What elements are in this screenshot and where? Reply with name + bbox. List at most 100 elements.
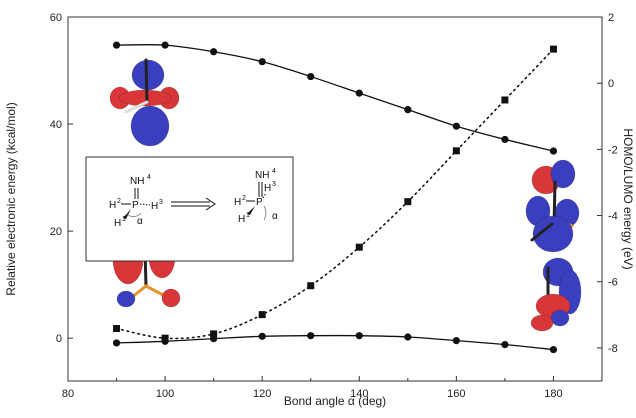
left-h1-superscript: 1 [122, 216, 126, 223]
orbital-upper-left [109, 58, 180, 147]
orbital-images [109, 58, 582, 332]
right-nh-superscript: 4 [272, 168, 276, 175]
data-point-circle [307, 332, 315, 340]
data-point-circle [452, 122, 460, 130]
data-point-circle [210, 48, 218, 56]
right-p-label: P [256, 197, 263, 208]
orbital-lobe-blue [130, 105, 170, 147]
data-point-circle [501, 135, 509, 144]
left-nh-superscript: 4 [147, 174, 151, 181]
data-point-circle [549, 147, 558, 155]
orbital-lobe-blue [550, 309, 570, 327]
left-h2-label: H [109, 200, 116, 211]
data-point-circle [404, 106, 412, 114]
y-tick-label: 40 [50, 119, 62, 131]
orbital-upper-right [525, 159, 580, 253]
data-point-circle [112, 339, 121, 347]
series-2 [112, 332, 558, 354]
left-h1-label: H [114, 218, 121, 229]
right-h1-label: H [238, 214, 245, 225]
left-h2-superscript: 2 [117, 198, 121, 205]
x-tick-label: 160 [447, 388, 465, 400]
data-point-circle [307, 72, 315, 81]
data-point-circle [355, 89, 363, 97]
orbital-lobe-red [530, 314, 554, 332]
orbital-lobe-blue [550, 159, 576, 189]
series-line [115, 334, 555, 351]
data-point-circle [210, 335, 218, 343]
data-point-circle [258, 58, 266, 66]
orbital-lobe-blue [532, 215, 574, 253]
x-tick-label: 80 [62, 388, 74, 400]
x-tick-label: 140 [350, 388, 368, 400]
x-tick-label: 180 [544, 388, 562, 400]
data-point-circle [161, 41, 169, 49]
x-tick-label: 120 [253, 388, 271, 400]
right-structure: NH 4 H 3 H 2 P H 1 α [234, 168, 278, 225]
data-point-square [210, 330, 218, 338]
data-point-circle [549, 345, 558, 354]
reaction-scheme-inset: NH 4 H 2 P H 3 H 1 α NH 4 H 3 [85, 156, 294, 262]
y-axis-title: Relative electronic energy (kcal/mol) [4, 102, 18, 295]
data-point-square [355, 243, 363, 251]
data-point-square [549, 45, 557, 53]
series-line [115, 43, 555, 152]
left-nh-label: NH [130, 176, 144, 187]
orbital-lower-right [530, 257, 582, 332]
right-h1-superscript: 1 [246, 212, 250, 219]
bond-line [530, 222, 554, 242]
y2-tick-label: -6 [608, 277, 618, 289]
y2-tick-label: -8 [608, 343, 618, 355]
series-0 [112, 41, 558, 155]
left-alpha-label: α [137, 216, 143, 227]
series-line [115, 48, 555, 340]
orbital-lobe-red [161, 288, 181, 308]
left-h3-label: H [151, 201, 158, 212]
right-alpha-label: α [272, 211, 278, 222]
left-structure: NH 4 H 2 P H 3 H 1 α [109, 174, 163, 229]
data-point-square [258, 311, 266, 319]
series-1 [113, 45, 557, 342]
left-p-label: P [132, 200, 139, 211]
inset-frame [85, 156, 294, 262]
series-layer [112, 41, 558, 354]
orbital-lobe-red [118, 89, 172, 107]
bond-line [144, 284, 167, 298]
data-point-circle [501, 341, 509, 349]
data-point-square [307, 282, 315, 290]
y-tick-label: 60 [50, 12, 62, 24]
data-point-square [452, 147, 460, 155]
left-h3-superscript: 3 [159, 199, 163, 206]
data-point-circle [404, 333, 412, 341]
left-angle-arc [126, 212, 142, 218]
right-bond-h3 [262, 192, 267, 199]
data-point-circle [355, 332, 363, 340]
data-point-circle [258, 332, 266, 340]
y-tick-label: 0 [56, 333, 62, 345]
y2-tick-label: -2 [608, 144, 618, 156]
orbital-lobe-blue [116, 290, 136, 308]
data-point-circle [112, 41, 121, 49]
right-angle-arc [263, 205, 267, 221]
data-point-square [501, 96, 509, 104]
x-tick-label: 100 [156, 388, 174, 400]
x-axis-title: Bond angle α (deg) [284, 394, 386, 408]
y2-tick-label: -4 [608, 211, 618, 223]
axes: 80 100 120 140 160 180 0 20 40 60 -8 -6 -4 -2 0 2 Bond a… [4, 12, 635, 408]
y2-tick-label: 2 [608, 12, 614, 24]
right-h3-superscript: 3 [272, 181, 276, 188]
plot-frame [67, 16, 603, 382]
y2-tick-label: 0 [608, 78, 614, 90]
right-wedge-bond-h1 [247, 206, 255, 215]
reaction-arrow [171, 197, 216, 211]
y2-axis-title: HOMO/LUMO energy (eV) [621, 128, 635, 269]
right-nh-label: NH [255, 170, 269, 181]
right-h2-label: H [234, 197, 241, 208]
bond-line [144, 58, 149, 104]
right-h3-label: H [264, 183, 271, 194]
data-point-square [404, 198, 412, 206]
data-point-circle [452, 337, 460, 345]
data-point-circle [161, 337, 169, 345]
